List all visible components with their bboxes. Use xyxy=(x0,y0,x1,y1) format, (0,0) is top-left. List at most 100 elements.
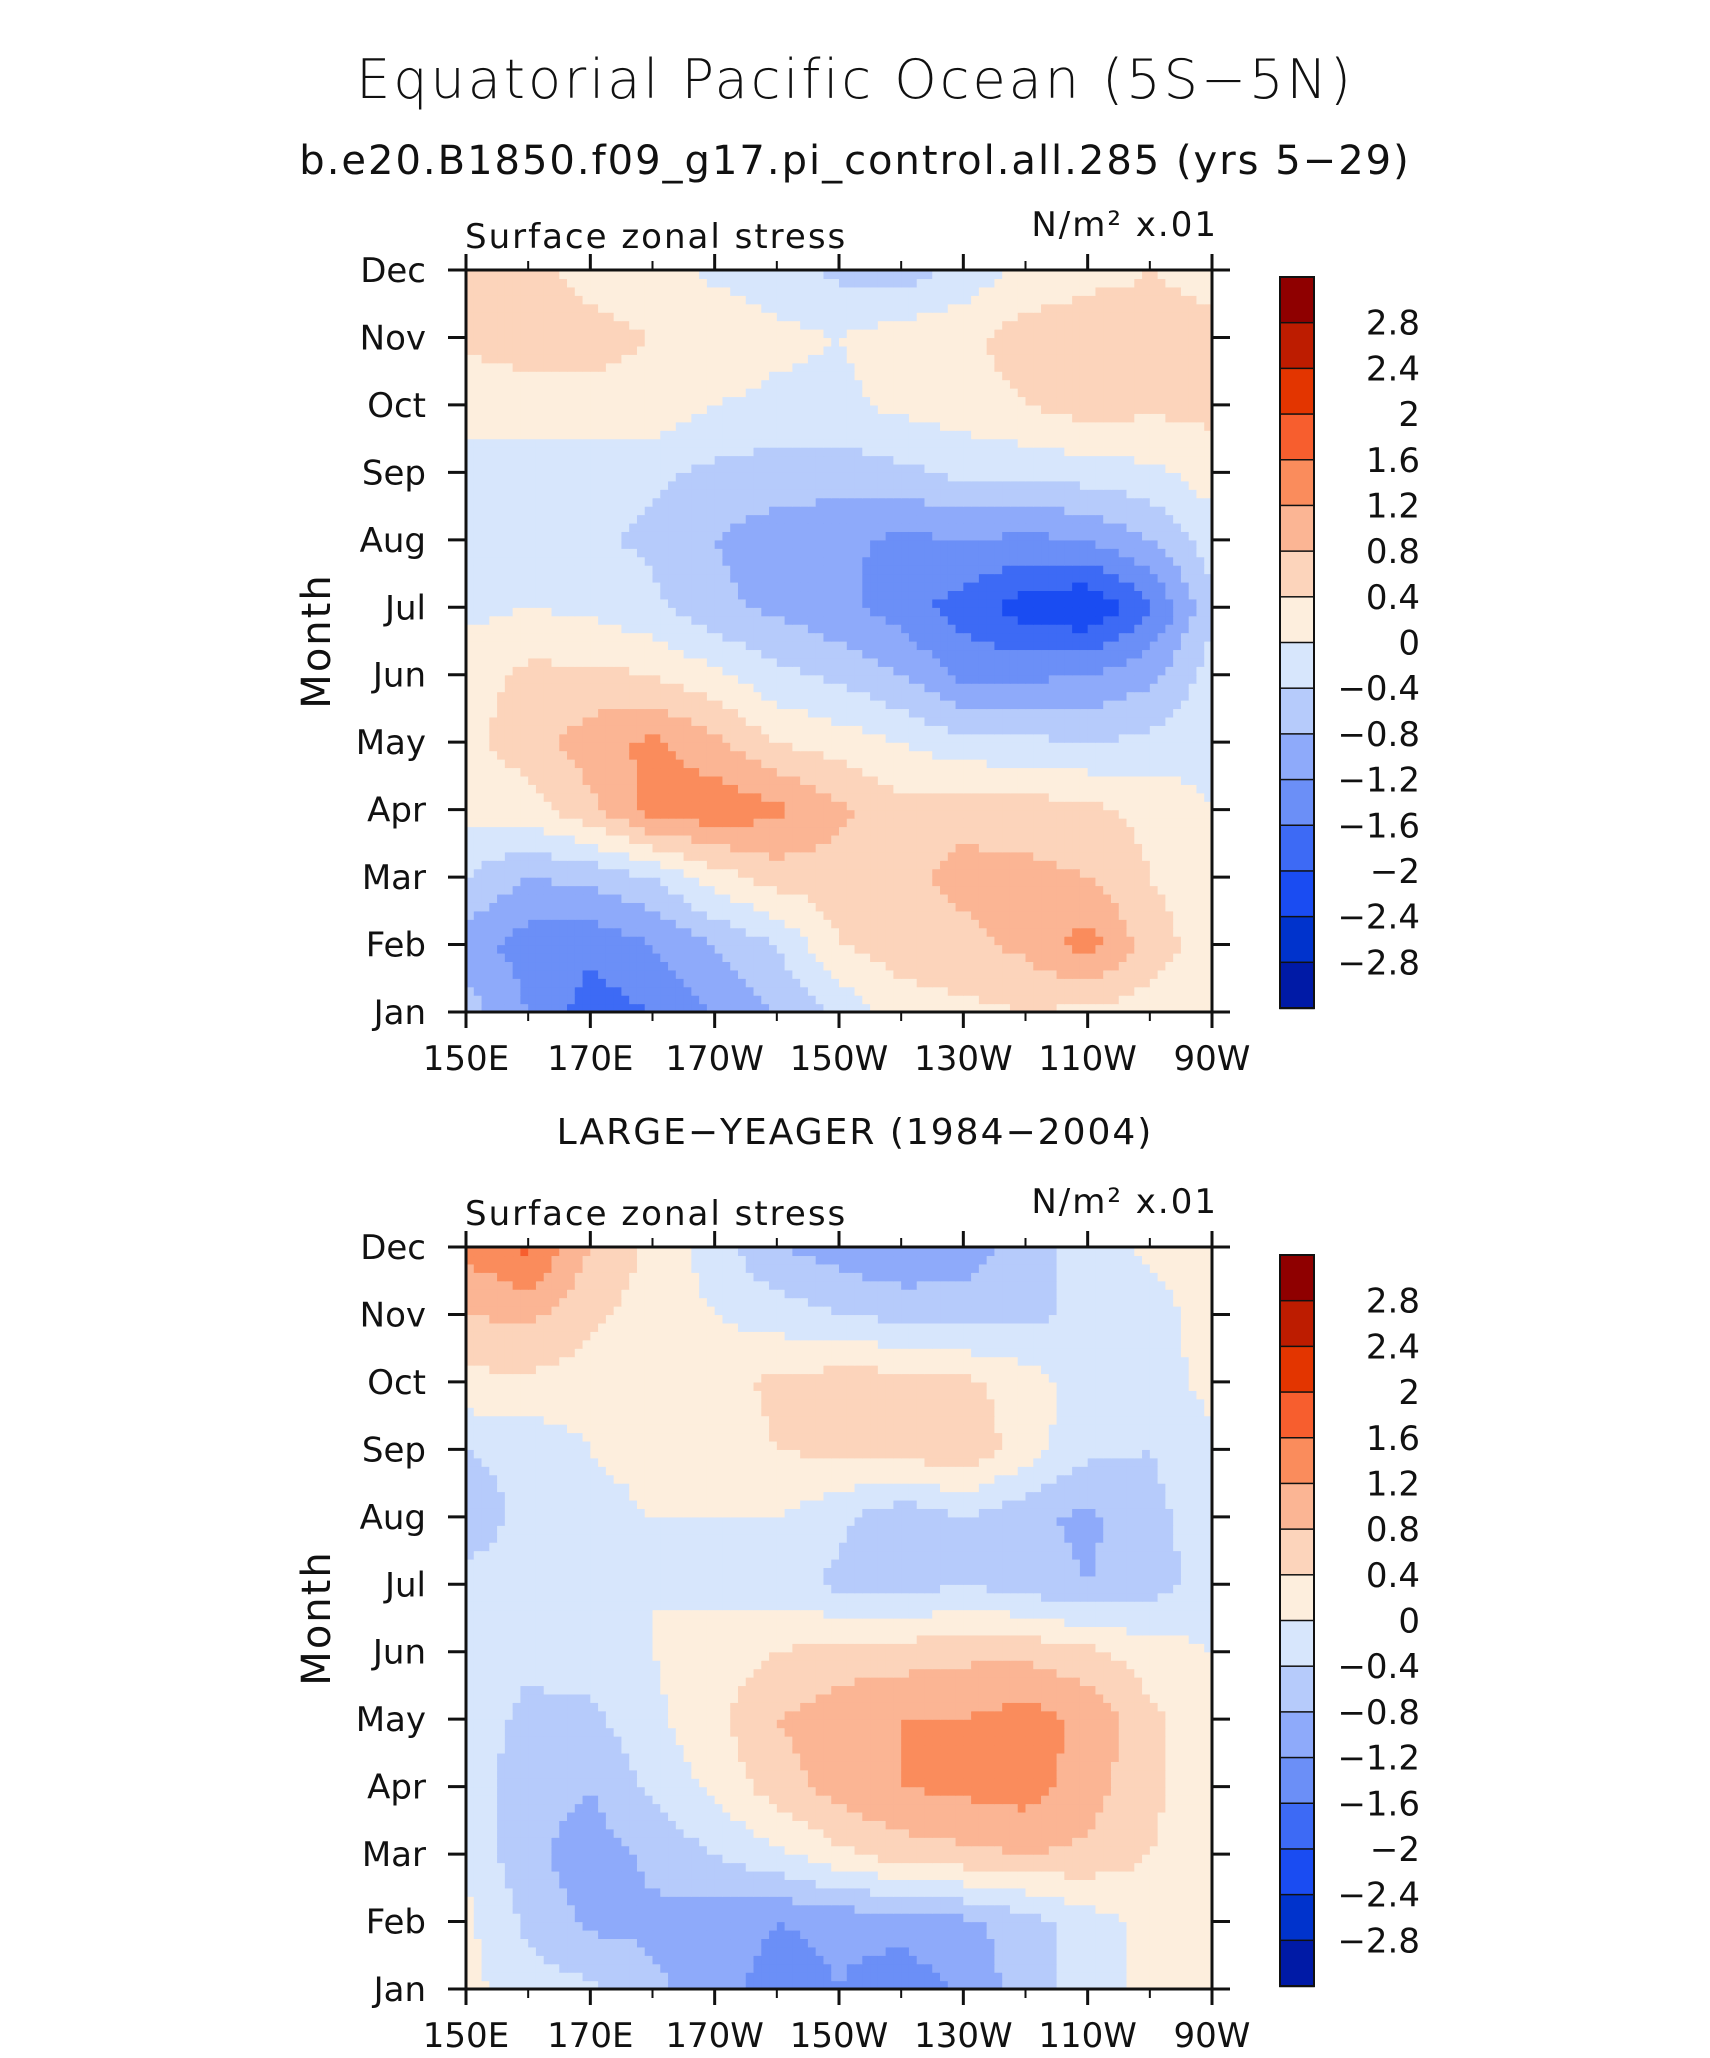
heat-cell xyxy=(1118,641,1128,651)
heat-cell xyxy=(699,607,708,617)
heat-cell xyxy=(1033,851,1042,861)
heat-cell xyxy=(481,986,490,996)
heat-cell xyxy=(722,742,731,752)
heat-cell xyxy=(1079,632,1089,642)
heat-cell xyxy=(1157,784,1166,794)
heat-cell xyxy=(497,910,506,920)
heat-cell xyxy=(520,1003,529,1012)
heat-cell xyxy=(815,632,825,642)
heat-cell xyxy=(823,877,832,887)
heat-cell xyxy=(1056,716,1065,726)
heat-cell xyxy=(1025,590,1034,600)
heat-cell xyxy=(1118,750,1128,760)
heat-cell xyxy=(1103,986,1112,996)
heat-cell xyxy=(1048,767,1058,777)
heat-cell xyxy=(924,784,933,794)
heat-cell xyxy=(854,759,863,769)
heat-cell xyxy=(1204,851,1212,861)
heat-cell xyxy=(473,649,483,659)
heat-cell xyxy=(691,944,700,954)
heat-cell xyxy=(582,607,591,617)
heat-cell xyxy=(1009,590,1019,600)
heat-cell xyxy=(1056,691,1065,701)
heat-cell xyxy=(807,590,817,600)
heat-cell xyxy=(893,792,902,802)
heat-cell xyxy=(1173,792,1182,802)
heat-cell xyxy=(706,598,716,608)
heat-cell xyxy=(924,742,933,752)
heat-cell xyxy=(745,995,755,1005)
heat-cell xyxy=(1180,952,1190,963)
heat-cell xyxy=(535,624,545,634)
heat-cell xyxy=(543,716,553,726)
heat-cell xyxy=(924,860,933,870)
heat-cell xyxy=(1064,809,1073,819)
heat-cell xyxy=(1188,725,1198,735)
heat-cell xyxy=(1149,952,1159,963)
heat-cell xyxy=(932,683,941,693)
heat-cell xyxy=(1165,615,1174,625)
heat-cell xyxy=(512,818,521,828)
heat-cell xyxy=(520,834,529,844)
heat-cell xyxy=(823,657,832,667)
heat-cell xyxy=(481,952,490,963)
heat-cell xyxy=(823,868,832,878)
heat-cell xyxy=(1118,910,1128,920)
heat-cell xyxy=(520,826,529,836)
heat-cell xyxy=(1056,607,1065,617)
heat-cell xyxy=(1025,818,1034,828)
heat-cell xyxy=(629,607,638,617)
heat-cell xyxy=(543,885,553,895)
heat-cell xyxy=(955,666,964,676)
heat-cell xyxy=(551,759,560,769)
heat-cell xyxy=(854,674,863,684)
heat-cell xyxy=(706,818,716,828)
heat-cell xyxy=(1188,666,1198,676)
heat-cell xyxy=(1103,615,1112,625)
heat-cell xyxy=(466,877,475,887)
heat-cell xyxy=(636,834,646,844)
heat-cell xyxy=(636,742,646,752)
heat-cell xyxy=(668,826,677,836)
heat-cell xyxy=(908,910,918,920)
heat-cell xyxy=(675,919,685,929)
heat-cell xyxy=(862,952,871,963)
heat-cell xyxy=(613,843,623,853)
heat-cell xyxy=(986,927,996,937)
heat-cell xyxy=(590,927,599,937)
heat-cell xyxy=(636,792,646,802)
heat-cell xyxy=(1196,784,1205,794)
heat-cell xyxy=(823,674,832,684)
heat-cell xyxy=(1087,995,1097,1005)
heat-cell xyxy=(877,674,887,684)
heat-cell xyxy=(1149,573,1159,583)
heat-cell xyxy=(769,683,778,693)
heat-cell xyxy=(870,885,879,895)
heat-cell xyxy=(551,657,560,667)
heat-cell xyxy=(761,809,770,819)
heat-cell xyxy=(512,860,521,870)
heat-cell xyxy=(683,893,692,903)
heat-cell xyxy=(1009,902,1019,912)
heat-cell xyxy=(1064,944,1073,954)
heat-cell xyxy=(1149,944,1159,954)
heat-cell xyxy=(1142,750,1151,760)
heat-cell xyxy=(473,877,483,887)
heat-cell xyxy=(769,632,778,642)
heat-cell xyxy=(839,767,848,777)
heat-cell xyxy=(815,893,825,903)
heat-cell xyxy=(1041,809,1050,819)
heat-cell xyxy=(1165,818,1174,828)
heat-cell xyxy=(1180,809,1190,819)
heat-cell xyxy=(466,961,475,971)
heat-cell xyxy=(1041,733,1050,743)
heat-cell xyxy=(737,649,747,659)
heat-cell xyxy=(815,1003,825,1012)
heat-cell xyxy=(1188,1003,1198,1012)
heat-cell xyxy=(1103,860,1112,870)
heat-cell xyxy=(839,978,848,988)
heat-cell xyxy=(1009,843,1019,853)
heat-cell xyxy=(1025,877,1034,887)
heat-cell xyxy=(839,877,848,887)
heat-cell xyxy=(473,674,483,684)
